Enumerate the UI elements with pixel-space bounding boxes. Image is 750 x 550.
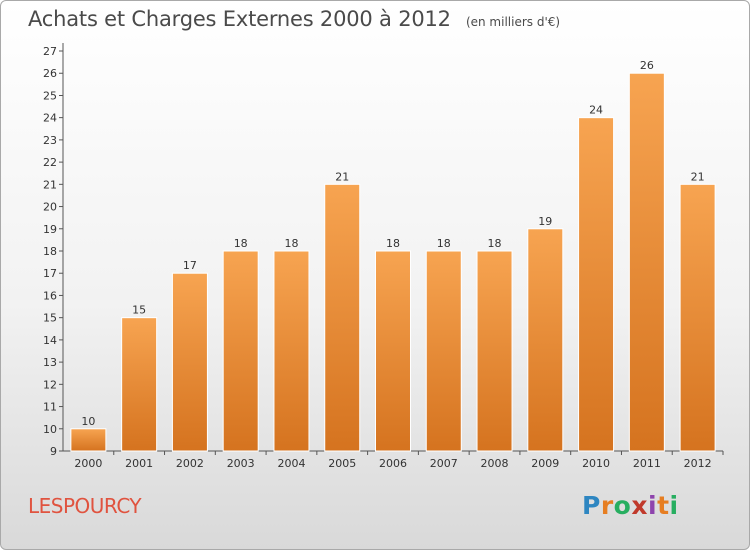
x-tick-label: 2000 [74, 457, 102, 470]
y-tick-label: 11 [43, 401, 57, 414]
value-label-2007: 18 [437, 237, 451, 250]
y-tick-label: 19 [43, 223, 57, 236]
chart-title: Achats et Charges Externes 2000 à 2012 [28, 7, 451, 31]
bar-2001 [121, 317, 158, 452]
bar-2012 [679, 183, 716, 452]
chart-subtitle: (en milliers d'€) [465, 15, 561, 29]
logo-letter: P [582, 491, 601, 520]
x-tick-label: 2005 [328, 457, 356, 470]
bar-2000 [70, 428, 107, 452]
x-tick-label: 2009 [531, 457, 559, 470]
bar-2008 [476, 250, 513, 452]
x-tick-label: 2007 [430, 457, 458, 470]
logo-letter: o [613, 491, 632, 520]
bar-2009 [527, 228, 564, 452]
logo-letter: t [657, 491, 670, 520]
value-labels: 10 15 17 18 18 21 18 18 18 19 24 26 21 [81, 59, 704, 428]
x-tick-label: 2001 [125, 457, 153, 470]
y-tick-label: 12 [43, 378, 57, 391]
bar-2007 [425, 250, 462, 452]
value-label-2003: 18 [234, 237, 248, 250]
logo-letter: i [669, 491, 679, 520]
y-axis: 9 10 11 12 13 14 15 16 17 18 19 20 21 22 23 24 25 26 27 [43, 43, 64, 458]
logo-letter: i [648, 491, 658, 520]
y-tick-label: 13 [43, 356, 57, 369]
x-tick-label: 2012 [684, 457, 712, 470]
value-label-2008: 18 [488, 237, 502, 250]
bar-2005 [324, 183, 361, 452]
value-label-2002: 17 [183, 259, 197, 272]
y-tick-label: 15 [43, 312, 57, 325]
value-label-2009: 19 [538, 215, 552, 228]
value-label-2010: 24 [589, 104, 603, 117]
y-tick-label: 26 [43, 67, 57, 80]
y-tick-label: 20 [43, 201, 57, 214]
value-label-2006: 18 [386, 237, 400, 250]
bar-2003 [222, 250, 259, 452]
commune-name: LESPOURCY [28, 494, 142, 518]
y-tick-label: 24 [43, 112, 57, 125]
y-tick-label: 21 [43, 178, 57, 191]
value-label-2004: 18 [284, 237, 298, 250]
bar-2004 [273, 250, 310, 452]
y-tick-label: 17 [43, 267, 57, 280]
x-tick-label: 2004 [277, 457, 305, 470]
bar-2010 [578, 117, 615, 452]
proxiti-logo[interactable]: Proxiti [582, 491, 679, 520]
value-label-2012: 21 [691, 170, 705, 183]
x-tick-label: 2008 [481, 457, 509, 470]
bar-2011 [628, 72, 665, 452]
logo-letter: x [631, 491, 648, 520]
title-row: Achats et Charges Externes 2000 à 2012 (… [28, 7, 560, 31]
bar-2002 [171, 272, 208, 452]
x-tick-label: 2011 [633, 457, 661, 470]
logo-letter: r [600, 491, 614, 520]
y-tick-label: 9 [50, 445, 57, 458]
value-label-2001: 15 [132, 304, 146, 317]
bar-2006 [375, 250, 411, 452]
y-tick-label: 18 [43, 245, 57, 258]
x-tick-label: 2010 [582, 457, 610, 470]
y-tick-label: 10 [43, 423, 57, 436]
y-tick-label: 25 [43, 89, 57, 102]
x-tick-label: 2002 [176, 457, 204, 470]
value-label-2011: 26 [640, 59, 654, 72]
x-tick-label: 2006 [379, 457, 407, 470]
y-tick-label: 16 [43, 289, 57, 302]
bars [70, 72, 716, 452]
x-axis: 2000 2001 2002 2003 2004 2005 2006 2007 2008 2009… [63, 450, 724, 470]
y-tick-label: 14 [43, 334, 57, 347]
y-tick-label: 27 [43, 45, 57, 58]
value-label-2005: 21 [335, 170, 349, 183]
value-label-2000: 10 [81, 415, 95, 428]
y-tick-label: 22 [43, 156, 57, 169]
y-tick-label: 23 [43, 134, 57, 147]
x-tick-label: 2003 [227, 457, 255, 470]
